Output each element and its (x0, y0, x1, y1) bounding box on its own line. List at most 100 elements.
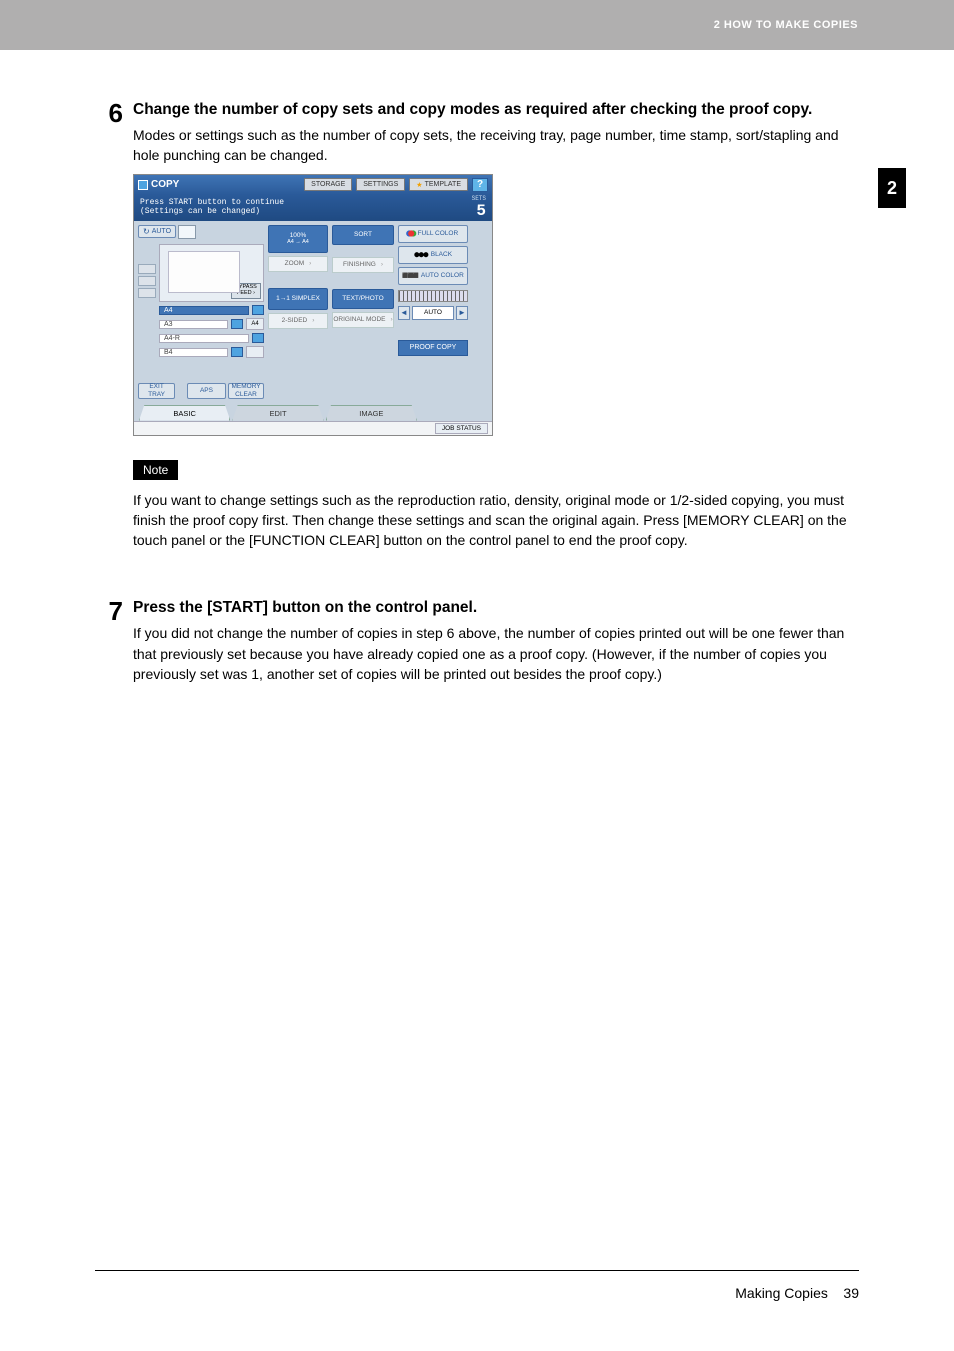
two-sided-button[interactable]: 2-SIDED (268, 313, 328, 329)
aps-button[interactable]: APS (187, 383, 226, 399)
job-status-button[interactable]: JOB STATUS (435, 423, 488, 434)
auto-color-icon (402, 272, 418, 280)
chapter-number: 2 (887, 178, 897, 199)
job-status-row: JOB STATUS (134, 421, 492, 435)
copier-screen: COPY STORAGE SETTINGS TEMPLATE ? Press S… (133, 174, 493, 436)
full-color-label: FULL COLOR (418, 230, 459, 237)
zoom-paper: A4 → A4 (287, 239, 309, 245)
finish-panel: SORT FINISHING TEXT/PHOTO ORIGINAL MODE (332, 225, 394, 399)
paper-tray-row[interactable]: A3 A4 (159, 318, 264, 331)
density-auto-button[interactable]: AUTO (412, 306, 454, 320)
paper-level-icon (231, 347, 243, 357)
paper-level-icon (252, 305, 264, 315)
paper-preview: BYPASS FEED › (159, 244, 264, 302)
sort-button[interactable]: SORT (332, 225, 394, 245)
settings-button[interactable]: SETTINGS (356, 178, 405, 191)
help-button[interactable]: ? (472, 178, 488, 192)
sets-label: SETS (472, 195, 486, 202)
machine-diagram (138, 242, 156, 300)
step-body: Change the number of copy sets and copy … (133, 100, 859, 580)
zoom-info-button[interactable]: 100% A4 → A4 (268, 225, 328, 253)
step-body: Press the [START] button on the control … (133, 598, 859, 692)
footer-section: Making Copies (735, 1285, 828, 1301)
footer-page: 39 (843, 1285, 859, 1301)
orientation-thumb[interactable] (178, 225, 196, 239)
storage-button[interactable]: STORAGE (304, 178, 352, 191)
density-controls: ◄ AUTO ► (398, 305, 468, 321)
paper-tray-a3[interactable]: A3 (159, 320, 228, 329)
status-line1: Press START button to continue (140, 198, 284, 207)
step-title: Change the number of copy sets and copy … (133, 100, 859, 121)
proof-copy-button[interactable]: PROOF COPY (398, 340, 468, 356)
paper-side-a4[interactable]: A4 (246, 318, 264, 330)
tab-image[interactable]: IMAGE (326, 405, 417, 421)
black-button[interactable]: BLACK (398, 246, 468, 264)
paper-tray-a4r[interactable]: A4-R (159, 334, 249, 343)
page-footer: Making Copies 39 (735, 1285, 859, 1301)
copy-icon (138, 180, 148, 190)
step-6: 6 Change the number of copy sets and cop… (95, 100, 859, 580)
full-color-button[interactable]: FULL COLOR (398, 225, 468, 243)
machine-slot (138, 276, 156, 286)
sets-indicator: SETS 5 (472, 195, 486, 220)
copier-status-bar: Press START button to continue (Settings… (134, 195, 492, 221)
paper-tray-a4-selected[interactable]: A4 (159, 306, 249, 315)
step-description: If you did not change the number of copi… (133, 623, 859, 684)
zoom-percent: 100% (290, 232, 307, 239)
auto-orientation-button[interactable]: AUTO (138, 225, 176, 238)
auto-color-label: AUTO COLOR (421, 272, 464, 279)
full-color-icon (408, 230, 415, 238)
paper-tray-b4[interactable]: B4 (159, 348, 228, 357)
machine-slot (138, 288, 156, 298)
sets-value: 5 (476, 202, 486, 220)
zoom-button[interactable]: ZOOM (268, 256, 328, 272)
text-photo-button[interactable]: TEXT/PHOTO (332, 289, 394, 309)
footer-rule (95, 1270, 859, 1271)
original-mode-button[interactable]: ORIGINAL MODE (332, 312, 394, 328)
color-panel: FULL COLOR BLACK AUTO COLOR ◄ AUTO ► PRO… (398, 225, 468, 399)
finishing-button[interactable]: FINISHING (332, 257, 394, 273)
note-text: If you want to change settings such as t… (133, 490, 859, 551)
paper-tray-row[interactable]: A4 (159, 304, 264, 317)
step-7: 7 Press the [START] button on the contro… (95, 598, 859, 692)
simplex-info-button[interactable]: 1→1 SIMPLEX (268, 288, 328, 310)
paper-level-icon (231, 319, 243, 329)
paper-tray-row[interactable]: A4-R (159, 332, 264, 345)
status-line2: (Settings can be changed) (140, 207, 260, 216)
density-scale (398, 290, 468, 302)
density-lighter-button[interactable]: ◄ (398, 306, 410, 320)
black-label: BLACK (431, 251, 452, 258)
step-description: Modes or settings such as the number of … (133, 125, 859, 166)
paper-level-icon (252, 333, 264, 343)
paper-panel: AUTO BYPASS FEED › (138, 225, 264, 399)
copier-topbar: COPY STORAGE SETTINGS TEMPLATE ? (134, 175, 492, 195)
copier-tabs: BASIC EDIT IMAGE (134, 403, 492, 421)
chapter-tab: 2 (878, 168, 906, 208)
copier-title-text: COPY (151, 179, 179, 190)
bypass-feed-button[interactable]: BYPASS FEED › (231, 283, 261, 299)
header-breadcrumb: 2 HOW TO MAKE COPIES (714, 19, 858, 31)
auto-color-button[interactable]: AUTO COLOR (398, 267, 468, 285)
copier-title: COPY (138, 179, 179, 190)
step-title: Press the [START] button on the control … (133, 598, 859, 619)
page-content: 6 Change the number of copy sets and cop… (0, 50, 954, 692)
paper-side-extra[interactable] (246, 346, 264, 358)
machine-slot (138, 264, 156, 274)
paper-tray-list: A4 A3 A4 A4-R (159, 304, 264, 359)
left-bottom-buttons: EXIT TRAY APS MEMORY CLEAR (138, 383, 264, 399)
tab-edit[interactable]: EDIT (232, 405, 323, 421)
copier-main: AUTO BYPASS FEED › (134, 221, 492, 403)
tab-basic[interactable]: BASIC (139, 405, 230, 421)
page-header: 2 HOW TO MAKE COPIES (0, 0, 954, 50)
template-button[interactable]: TEMPLATE (409, 178, 468, 191)
density-darker-button[interactable]: ► (456, 306, 468, 320)
zoom-panel: 100% A4 → A4 ZOOM 1→1 SIMPLEX 2-SIDED (268, 225, 328, 399)
memory-clear-button[interactable]: MEMORY CLEAR (228, 383, 264, 399)
step-number: 6 (95, 100, 123, 580)
paper-tray-row[interactable]: B4 (159, 346, 264, 359)
exit-tray-button[interactable]: EXIT TRAY (138, 383, 175, 399)
note-label: Note (133, 460, 178, 480)
black-icon (414, 251, 428, 259)
status-text: Press START button to continue (Settings… (140, 199, 284, 217)
step-number: 7 (95, 598, 123, 692)
